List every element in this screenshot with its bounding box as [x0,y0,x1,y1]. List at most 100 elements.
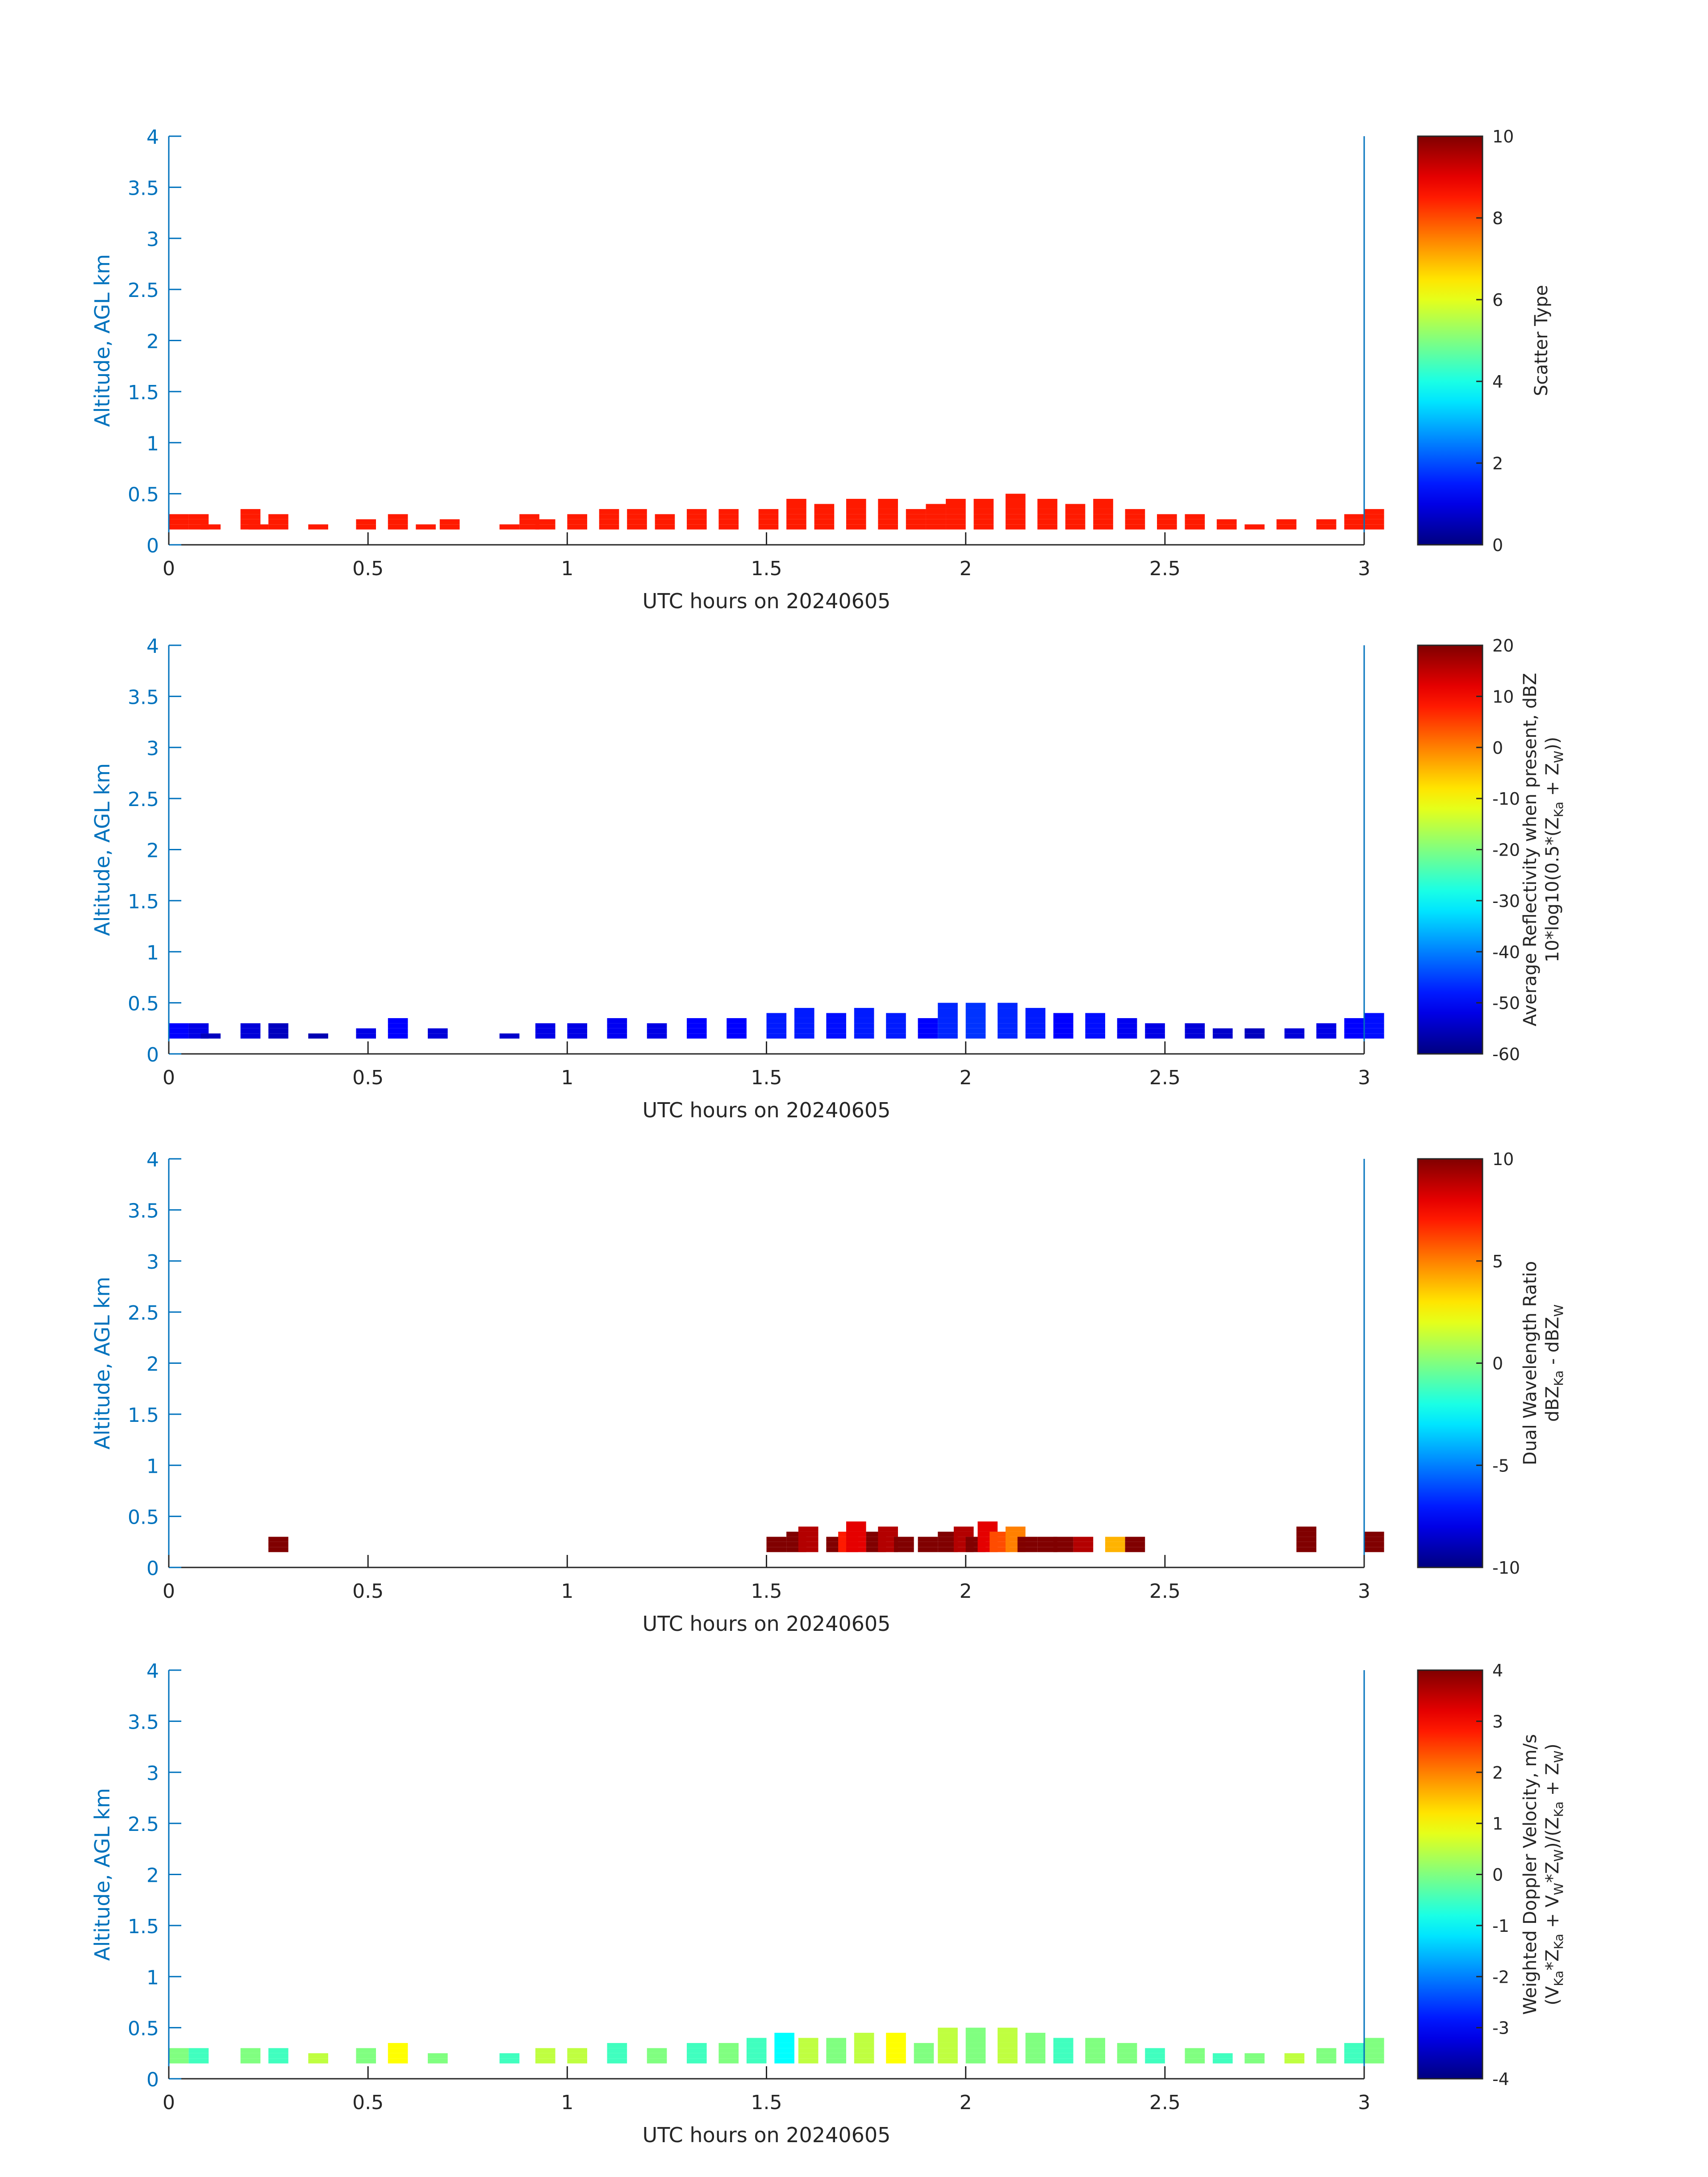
y-tick-label: 0.5 [128,484,159,506]
heatmap-cell [1073,1542,1094,1547]
heatmap-cell [268,2058,288,2064]
y-tick-label: 2.5 [128,279,159,302]
y-tick-label: 2 [146,330,159,353]
heatmap-cell [938,2033,958,2038]
heatmap-cell [535,2048,555,2053]
colorbar-tick-label: 0 [1492,738,1503,758]
heatmap-cell [1005,1547,1026,1552]
heatmap-cell [567,524,587,530]
heatmap-cell [1316,2053,1336,2059]
panel-1: 0 0.5 1 1.5 2 2.5 3 3.5 4 0 0.5 1 1.5 2 2.5 3 UTC hours … [90,126,1552,613]
heatmap-cell [854,1013,874,1018]
heatmap-cell [1053,1018,1073,1024]
y-axis-label: Altitude, AGL km [90,763,114,936]
heatmap-cell [567,1033,587,1039]
heatmap-cell [846,514,866,519]
heatmap-cell [1085,1013,1105,1018]
heatmap-cell [1316,1023,1336,1028]
heatmap-cell [946,514,966,519]
heatmap-cell [786,1531,806,1537]
heatmap-cell [567,2058,587,2064]
colorbar-label: 10*log10(0.5*(ZKa​ + ZW​)) [1542,737,1566,962]
heatmap-cell [1117,2043,1137,2048]
heatmap-cell [535,2058,555,2064]
heatmap-cell [1017,1537,1038,1542]
heatmap-cell [1212,2053,1233,2059]
heatmap-cell [938,2053,958,2059]
heatmap-cell [766,1013,787,1018]
colorbar-tick-label: 1 [1492,1814,1503,1834]
y-tick-label: 4 [146,126,159,149]
heatmap-cell [938,2038,958,2043]
x-tick-label: 2.5 [1149,1580,1181,1603]
heatmap-cell [268,1537,288,1542]
heatmap-cell [1025,1033,1046,1039]
colorbar-tick-label: -4 [1492,2069,1509,2089]
heatmap-cell [854,1008,874,1013]
heatmap-cell [1037,1542,1057,1547]
heatmap-cell [977,1547,998,1552]
x-tick-label: 2.5 [1149,1066,1181,1089]
heatmap-cell [535,519,555,525]
heatmap-cell [1085,1018,1105,1024]
heatmap-cell [798,1547,819,1552]
colorbar: 0 2 4 6 8 10 Scatter Type [1417,127,1552,555]
heatmap-cell [1316,1033,1336,1039]
heatmap-cell [938,1003,958,1008]
y-tick-label: 1 [146,1966,159,1989]
heatmap-cell [240,514,261,519]
heatmap-cell [268,1033,288,1039]
y-tick-label: 2.5 [128,788,159,811]
heatmap-cell [268,519,288,525]
heatmap-cell [1364,514,1384,519]
x-tick-label: 1.5 [751,557,782,580]
heatmap-cell [188,524,209,530]
colorbar-tick-label: -30 [1492,891,1520,911]
heatmap-cell [1025,1028,1046,1034]
heatmap-cell [1344,2048,1364,2053]
heatmap-cell [169,519,189,525]
colorbar-tick-label: 10 [1492,1149,1514,1169]
heatmap-cell [718,519,739,525]
heatmap-cell [878,499,898,504]
heatmap-cell [998,1018,1018,1024]
heatmap-cell [998,1033,1018,1039]
heatmap-cell [1316,524,1336,530]
heatmap-cell [794,1033,814,1039]
heatmap-cell [1005,519,1026,525]
y-tick-label: 0.5 [128,993,159,1015]
heatmap-cell [200,1033,221,1039]
heatmap-cell [687,2048,707,2053]
heatmap-cell [965,1547,986,1552]
heatmap-cell [1065,524,1086,530]
heatmap-cell [1185,1023,1205,1028]
y-tick-label: 2 [146,840,159,862]
heatmap-cell [1053,1013,1073,1018]
heatmap-cell [535,1028,555,1034]
heatmap-cell [607,1018,627,1024]
heatmap-cell [1185,524,1205,530]
heatmap-cell [687,2058,707,2064]
heatmap-cell [938,2048,958,2053]
heatmap-cell [938,1537,958,1542]
heatmap-cell [388,519,408,525]
heatmap-cell [786,524,806,530]
heatmap-cell [746,2038,767,2043]
heatmap-cell [388,524,408,530]
heatmap-cell [998,1028,1018,1034]
heatmap-cell [1364,2053,1384,2059]
heatmap-cell [1216,524,1237,530]
heatmap-cell [647,2058,667,2064]
heatmap-cell [786,519,806,525]
x-tick-label: 0.5 [352,557,384,580]
colorbar: -4 -3 -2 -1 0 1 2 3 4 Weighted Doppler Velocity, … [1417,1661,1566,2089]
heatmap-cell [308,2053,328,2059]
heatmap-cell [169,524,189,530]
heatmap-cell [1125,524,1145,530]
heatmap-cell [998,2027,1018,2033]
heatmap-cell [854,2033,874,2038]
heatmap-cell [965,1033,986,1039]
heatmap-cell [1117,2053,1137,2059]
